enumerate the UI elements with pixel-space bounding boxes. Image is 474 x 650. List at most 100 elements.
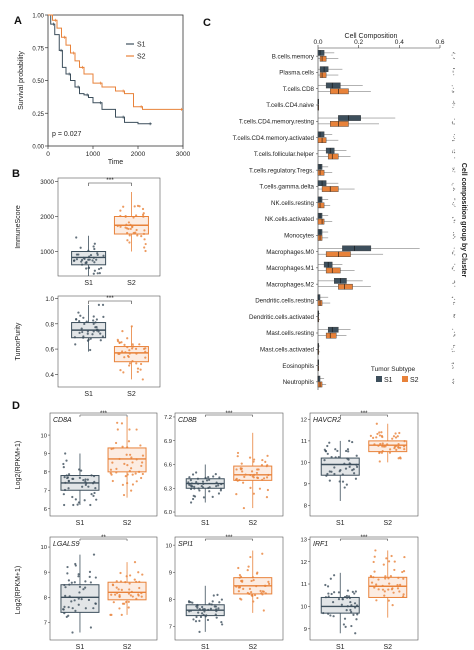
gene-spi1-s1-point <box>201 605 204 609</box>
cell-outlier-point <box>452 152 454 154</box>
tumorpurity-s1-point <box>74 343 77 346</box>
immunescore-s2-point <box>141 213 145 217</box>
immunescore-s1-point <box>93 269 96 272</box>
tumorpurity-s2-point <box>132 345 135 348</box>
gene-cd8a-x-label-s2: S2 <box>123 520 132 527</box>
gene-cd8a-s1-point <box>94 487 97 490</box>
gene-cd8a-s1-point <box>65 474 68 477</box>
immunescore-s1-point <box>93 242 96 245</box>
immunescore-s1-point <box>87 249 90 252</box>
gene-irf1-s1-point <box>354 632 357 635</box>
gene-cd8a-s2-point <box>140 476 143 480</box>
gene-cd8a-s2-point <box>137 470 141 473</box>
cell-type-label: T.cells.CD4.memory.activated <box>233 135 315 142</box>
gene-havcr2-s2-point <box>391 437 394 440</box>
immunescore-s2-point <box>143 246 146 249</box>
cell-composition-x-tick-label: 0.6 <box>435 39 444 46</box>
tumorpurity-s2-point <box>122 371 125 374</box>
gene-cd8a-s1-point <box>65 459 68 462</box>
cell-outlier-point <box>454 344 456 346</box>
immunescore-s2-point <box>119 225 122 228</box>
cell-outlier-point <box>453 167 455 169</box>
cell-type-label: Dendritic.cells.activated <box>249 314 315 321</box>
gene-cd8b-s2-point <box>255 471 259 475</box>
tumorpurity-s1-point <box>86 330 90 333</box>
cell-outlier-point <box>453 104 455 106</box>
gene-irf1-s2-point <box>393 568 396 572</box>
survival-y-label: Survival probability <box>18 51 25 110</box>
gene-irf1-s2-point <box>387 577 390 580</box>
gene-lgals9-s2-point <box>119 580 123 583</box>
gene-spi1-s2-point <box>255 585 258 588</box>
gene-lgals9-s2-point <box>138 580 141 583</box>
immunescore-s1-point <box>85 267 88 270</box>
gene-irf1-s2-point <box>385 557 388 560</box>
gene-cd8b-s2-point <box>242 506 246 510</box>
gene-lgals9-s2-point <box>119 571 122 575</box>
gene-irf1-s1-point <box>343 617 347 620</box>
gene-irf1-s1-point <box>346 589 350 592</box>
gene-lgals9-s2-point <box>135 580 138 583</box>
immunescore-s1-point <box>87 258 90 261</box>
gene-lgals9-s1-point <box>78 585 82 588</box>
gene-irf1-s1-point <box>345 594 349 598</box>
gene-cd8a-s1-point <box>72 477 75 480</box>
cell-outlier-point <box>452 106 454 108</box>
tumorpurity-s1-point <box>95 318 98 321</box>
survival-censor-mark <box>99 81 103 85</box>
gene-havcr2-s2-point <box>394 436 398 439</box>
tumorpurity-s1-point <box>78 319 81 323</box>
gene-havcr2-s1-point <box>354 477 358 480</box>
gene-irf1-s1-point <box>355 618 358 621</box>
cell-outlier-point <box>453 139 455 141</box>
tumorpurity-s2-point <box>131 343 134 346</box>
gene-expression-y-label-top: Log2(RPKM+1) <box>15 441 22 489</box>
gene-spi1-s1-point <box>188 610 191 613</box>
gene-spi1-s1-point <box>197 611 200 614</box>
gene-lgals9-s1-point <box>92 607 95 610</box>
tumorpurity-s2-point <box>136 367 140 370</box>
gene-havcr2-s1-point <box>351 440 354 444</box>
immunescore-s2-point <box>133 205 136 208</box>
gene-irf1-frame <box>309 536 419 641</box>
gene-cd8a-s1-point <box>89 503 92 507</box>
tumorpurity-significance: *** <box>106 295 114 302</box>
cell-outlier-point <box>452 363 454 365</box>
gene-havcr2-s2-point <box>395 448 398 451</box>
gene-cd8a-s1-point <box>92 494 95 498</box>
gene-lgals9-s2-point <box>127 592 131 595</box>
cell-outlier-point <box>454 298 456 300</box>
immunescore-s1-point <box>79 246 82 249</box>
gene-cd8a-s2-point <box>114 441 118 445</box>
gene-irf1-s1-point <box>352 613 355 617</box>
cell-type-label: T.cells.regulatory.Tregs. <box>249 167 314 174</box>
survival-censor-mark <box>63 35 67 39</box>
cell-box-s1 <box>317 375 321 382</box>
gene-havcr2-s1-point <box>334 448 337 451</box>
gene-cd8a-s2-point <box>139 444 142 447</box>
gene-lgals9-s1-point <box>66 572 69 575</box>
immunescore-s2-point <box>128 241 131 244</box>
cell-outlier-point <box>452 202 454 204</box>
gene-spi1-s1-point <box>204 615 207 618</box>
gene-irf1-s1-point <box>324 596 328 599</box>
gene-irf1-s1-point <box>322 611 325 615</box>
survival-censor-mark <box>139 105 143 109</box>
panel-letter-d: D <box>12 400 20 412</box>
gene-cd8b-s2-point <box>253 473 256 476</box>
cell-type-label: T.cells.CD4.naive <box>266 102 314 109</box>
gene-lgals9-s2-point <box>123 602 126 605</box>
immunescore-significance-bracket <box>88 182 132 186</box>
gene-cd8b-s2-point <box>239 467 242 470</box>
gene-cd8a-s2-point <box>141 461 144 464</box>
cell-outlier-point <box>453 270 455 272</box>
gene-spi1-s2-point <box>250 594 253 597</box>
gene-irf1-x-label-s2: S2 <box>383 644 392 650</box>
gene-spi1-s1-point <box>213 605 216 608</box>
gene-havcr2-s2-point <box>397 445 400 448</box>
gene-cd8a-s2-point <box>121 483 124 486</box>
immunescore-frame <box>57 177 161 277</box>
gene-irf1-s1-point <box>345 609 348 612</box>
tumorpurity-s2-point <box>119 369 122 372</box>
survival-censor-mark <box>72 51 76 55</box>
